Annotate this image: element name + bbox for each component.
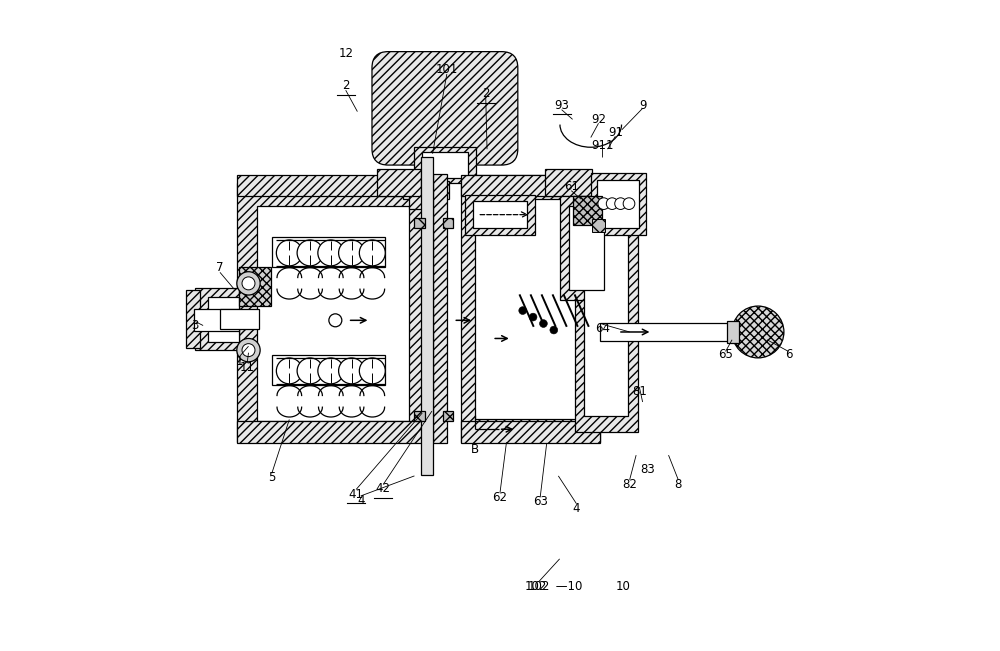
Circle shape — [297, 240, 323, 266]
Bar — [272, 355, 385, 385]
Circle shape — [237, 271, 260, 295]
Bar — [569, 206, 604, 290]
Bar — [422, 152, 468, 178]
Bar — [414, 147, 476, 183]
Text: 11: 11 — [240, 361, 255, 374]
Text: 64: 64 — [595, 322, 610, 335]
Text: 3: 3 — [192, 319, 199, 332]
Bar — [186, 290, 200, 348]
Text: 82: 82 — [622, 478, 637, 491]
Circle shape — [606, 198, 618, 210]
Bar — [443, 218, 453, 229]
Bar — [560, 196, 613, 299]
Circle shape — [276, 240, 302, 266]
Circle shape — [297, 358, 323, 384]
Text: B: B — [471, 443, 479, 456]
Text: 8: 8 — [675, 478, 682, 491]
Circle shape — [359, 240, 385, 266]
Circle shape — [359, 358, 385, 384]
Bar — [475, 199, 586, 419]
Bar — [237, 183, 429, 442]
Text: 5: 5 — [268, 471, 276, 484]
Bar — [377, 169, 421, 196]
Circle shape — [519, 307, 527, 314]
Text: 93: 93 — [554, 98, 569, 111]
Bar — [237, 421, 429, 443]
Bar — [465, 195, 535, 235]
Bar — [409, 195, 443, 209]
FancyBboxPatch shape — [372, 51, 518, 165]
Bar — [600, 323, 746, 341]
Bar — [575, 199, 638, 432]
Circle shape — [732, 306, 784, 358]
Bar — [414, 218, 425, 229]
Text: 41: 41 — [349, 488, 364, 501]
Bar — [272, 238, 385, 267]
Bar — [237, 175, 429, 196]
Text: 65: 65 — [718, 348, 733, 361]
Text: 63: 63 — [533, 495, 548, 508]
Text: —10: —10 — [552, 579, 582, 592]
Bar — [194, 309, 239, 331]
Text: 62: 62 — [492, 491, 507, 504]
Bar — [461, 175, 600, 196]
Text: 2: 2 — [342, 79, 349, 92]
Circle shape — [615, 198, 626, 210]
Bar — [461, 421, 600, 443]
Text: 2: 2 — [482, 87, 489, 100]
Bar — [443, 411, 453, 421]
Circle shape — [529, 313, 537, 321]
Bar — [257, 206, 409, 421]
Text: 92: 92 — [591, 113, 606, 126]
Text: 83: 83 — [640, 463, 655, 476]
Text: 9: 9 — [639, 98, 646, 111]
Bar — [414, 411, 425, 421]
Text: 12: 12 — [338, 47, 353, 60]
Text: 42: 42 — [376, 482, 391, 495]
Bar — [239, 267, 271, 306]
Circle shape — [329, 314, 342, 327]
Text: 7: 7 — [216, 260, 224, 273]
Circle shape — [339, 240, 365, 266]
Text: 102: 102 — [528, 579, 550, 592]
Circle shape — [318, 358, 344, 384]
Circle shape — [237, 339, 260, 362]
Bar — [433, 174, 447, 443]
Circle shape — [318, 240, 344, 266]
Text: 10: 10 — [616, 579, 631, 592]
Text: 1: 1 — [236, 355, 243, 368]
Circle shape — [339, 358, 365, 384]
Text: 102: 102 — [525, 579, 547, 592]
Bar — [421, 157, 433, 475]
Text: 6: 6 — [785, 348, 792, 361]
Circle shape — [623, 198, 635, 210]
Bar — [591, 173, 646, 235]
Bar — [403, 181, 449, 199]
Bar — [461, 175, 600, 442]
Circle shape — [540, 320, 547, 327]
Circle shape — [242, 344, 255, 357]
Circle shape — [242, 277, 255, 290]
Bar — [208, 297, 239, 342]
Bar — [195, 288, 239, 350]
Bar — [545, 169, 592, 196]
Bar — [473, 201, 527, 229]
Bar — [573, 196, 602, 225]
Text: 81: 81 — [632, 385, 647, 398]
Bar — [727, 321, 739, 343]
Text: 61: 61 — [564, 180, 579, 193]
Text: 4: 4 — [357, 494, 364, 507]
Text: 4: 4 — [573, 502, 580, 515]
Bar — [597, 180, 639, 229]
Text: 101: 101 — [436, 63, 458, 76]
Bar — [592, 219, 605, 232]
Bar — [220, 309, 259, 329]
Text: 911: 911 — [591, 139, 614, 152]
Circle shape — [550, 326, 558, 334]
Bar — [584, 217, 628, 416]
Circle shape — [276, 358, 302, 384]
Circle shape — [598, 198, 610, 210]
Text: 91: 91 — [608, 126, 623, 139]
